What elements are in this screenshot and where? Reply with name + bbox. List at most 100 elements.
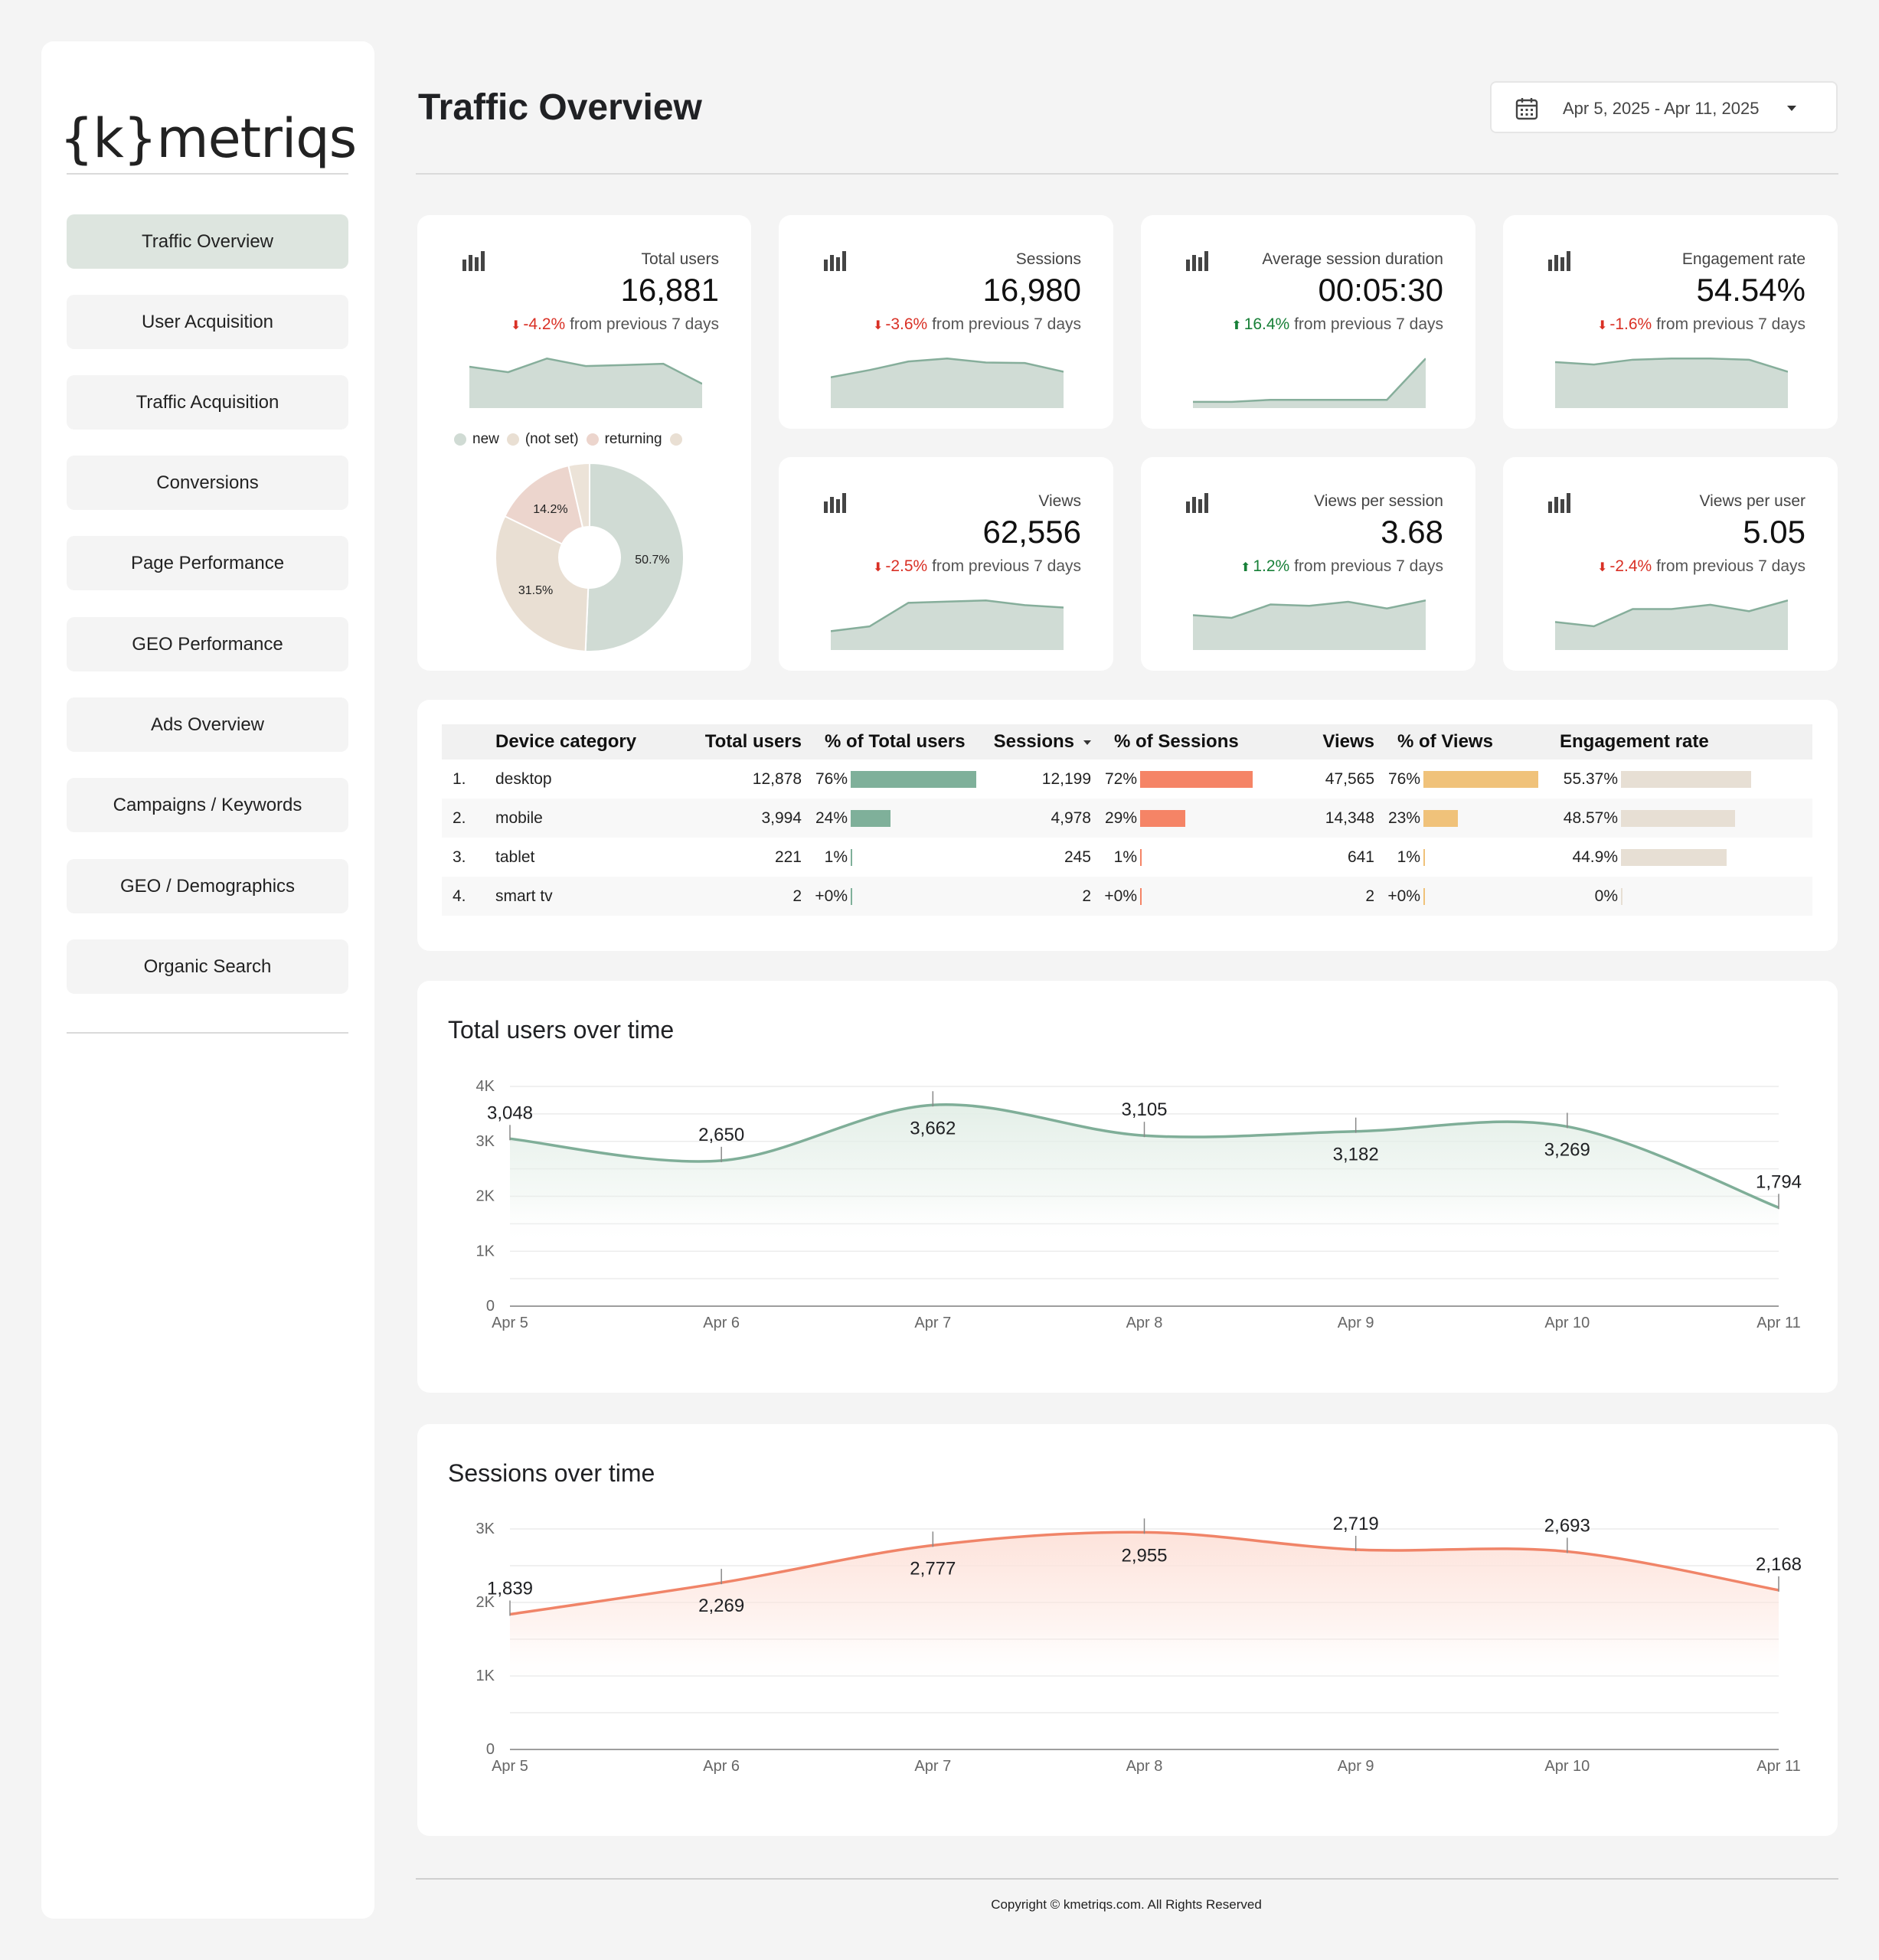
kpi-delta-suffix: from previous 7 days bbox=[570, 315, 719, 333]
kpi-value: 16,881 bbox=[620, 272, 719, 308]
kpi-value: 3.68 bbox=[1381, 514, 1443, 550]
sidebar-item-conversions[interactable]: Conversions bbox=[67, 456, 348, 510]
legend-item-other[interactable] bbox=[669, 433, 682, 446]
kpi-label: Engagement rate bbox=[1681, 250, 1805, 268]
sidebar-item-campaigns-keywords[interactable]: Campaigns / Keywords bbox=[67, 778, 348, 832]
y-tick-label: 2K bbox=[476, 1188, 495, 1205]
users-bar bbox=[851, 770, 976, 788]
pct-views-cell: +0% bbox=[1379, 877, 1555, 916]
kpi-sparkline bbox=[1193, 599, 1426, 650]
kpi-delta-value: -3.6% bbox=[885, 315, 928, 333]
legend-swatch bbox=[586, 433, 599, 446]
arrow-up-icon: ⬆ bbox=[1240, 561, 1251, 574]
date-range-text: Apr 5, 2025 - Apr 11, 2025 bbox=[1563, 99, 1760, 118]
sidebar-item-geo-demographics[interactable]: GEO / Demographics bbox=[67, 859, 348, 913]
col-header-device[interactable]: Device category bbox=[491, 724, 693, 760]
kpi-card-average-session-duration: Average session duration 00:05:30 ⬆ 16.4%… bbox=[1141, 215, 1475, 429]
engagement-rate-cell: 0% bbox=[1555, 877, 1812, 916]
sparkline-area bbox=[1555, 600, 1788, 650]
col-header-total-users[interactable]: Total users bbox=[693, 724, 806, 760]
arrow-down-icon: ⬇ bbox=[510, 319, 521, 332]
col-header-sessions[interactable]: Sessions bbox=[982, 724, 1096, 760]
pct-value: 72% bbox=[1104, 769, 1137, 788]
data-label: 2,955 bbox=[1121, 1545, 1167, 1566]
views-bar bbox=[1423, 770, 1538, 788]
sparkline-line bbox=[1555, 357, 1788, 373]
pie-slice[interactable] bbox=[495, 514, 590, 652]
kpi-delta-value: -4.2% bbox=[523, 315, 566, 333]
col-header-pct-views[interactable]: % of Views bbox=[1379, 724, 1555, 760]
sparkline-area bbox=[1193, 358, 1426, 408]
calendar-icon bbox=[1515, 98, 1538, 120]
sparkline-area bbox=[1193, 600, 1426, 650]
views-cell: 641 bbox=[1264, 838, 1379, 877]
x-tick-label: Apr 6 bbox=[703, 1315, 740, 1331]
sessions-cell: 12,199 bbox=[982, 760, 1096, 799]
pct-value: 48.57% bbox=[1563, 808, 1618, 827]
sidebar-item-traffic-overview[interactable]: Traffic Overview bbox=[67, 214, 348, 269]
legend-label: (not set) bbox=[524, 431, 579, 447]
pct-value: +0% bbox=[1387, 887, 1420, 905]
table-row[interactable]: 2. mobile 3,994 24% 4,978 29% 14,348 23%… bbox=[442, 799, 1812, 838]
legend-item-new[interactable]: new bbox=[454, 431, 499, 448]
x-tick-label: Apr 9 bbox=[1338, 1315, 1374, 1331]
col-header-engagement-rate[interactable]: Engagement rate bbox=[1555, 724, 1812, 760]
device-category-table: Device category Total users % of Total u… bbox=[442, 724, 1812, 916]
brand-logo[interactable]: {k}metriqs bbox=[59, 107, 357, 170]
pct-total-users-cell: 24% bbox=[806, 799, 982, 838]
sidebar-item-organic-search[interactable]: Organic Search bbox=[67, 939, 348, 994]
sidebar-item-traffic-acquisition[interactable]: Traffic Acquisition bbox=[67, 375, 348, 430]
device-category-cell: desktop bbox=[491, 760, 693, 799]
sidebar-item-user-acquisition[interactable]: User Acquisition bbox=[67, 295, 348, 349]
chart-title: Total users over time bbox=[448, 1016, 675, 1044]
user-type-donut-chart[interactable]: 50.7% 31.5% 14.2% bbox=[486, 454, 693, 661]
legend-swatch bbox=[669, 433, 682, 446]
sessions-line-chart[interactable]: 0 1K 2K 3K Apr 5 Apr 6 Apr 7 Apr 8 Apr 9 Apr 10 Ap… bbox=[417, 1424, 1838, 1836]
kpi-delta-suffix: from previous 7 days bbox=[1656, 557, 1805, 575]
kpi-sparkline bbox=[1555, 357, 1788, 408]
sidebar-item-geo-performance[interactable]: GEO Performance bbox=[67, 617, 348, 671]
data-label: 2,693 bbox=[1544, 1515, 1590, 1536]
col-header-pct-sessions[interactable]: % of Sessions bbox=[1096, 724, 1264, 760]
pie-slice[interactable] bbox=[584, 462, 685, 652]
arrow-up-icon: ⬆ bbox=[1231, 319, 1242, 332]
date-range-picker[interactable]: Apr 5, 2025 - Apr 11, 2025 bbox=[1490, 81, 1838, 133]
data-label: 3,182 bbox=[1333, 1145, 1379, 1165]
total-users-cell: 221 bbox=[693, 838, 806, 877]
kpi-delta: ⬆ 1.2% from previous 7 days bbox=[1240, 557, 1443, 576]
bar-chart-icon bbox=[1548, 493, 1570, 513]
legend-label: returning bbox=[604, 431, 662, 447]
x-tick-label: Apr 5 bbox=[492, 1758, 528, 1775]
table-row[interactable]: 1. desktop 12,878 76% 12,199 72% 47,565 … bbox=[442, 760, 1812, 799]
chart-title: Sessions over time bbox=[448, 1459, 655, 1487]
x-tick-label: Apr 8 bbox=[1126, 1315, 1163, 1331]
x-tick-label: Apr 9 bbox=[1338, 1758, 1374, 1775]
legend-item-returning[interactable]: returning bbox=[586, 431, 662, 448]
pie-slice[interactable] bbox=[504, 464, 584, 545]
header-divider bbox=[416, 173, 1838, 175]
users-bar bbox=[851, 887, 852, 905]
table-row[interactable]: 3. tablet 221 1% 245 1% 641 1% 44.9% bbox=[442, 838, 1812, 877]
bar-chart-icon bbox=[824, 493, 846, 513]
sidebar-item-page-performance[interactable]: Page Performance bbox=[67, 536, 348, 590]
pct-value: 76% bbox=[815, 769, 848, 788]
table-row[interactable]: 4. smart tv 2 +0% 2 +0% 2 +0% 0% bbox=[442, 877, 1812, 916]
pie-slice[interactable] bbox=[567, 462, 590, 529]
col-header-pct-total-users[interactable]: % of Total users bbox=[806, 724, 982, 760]
sessions-bar bbox=[1140, 770, 1253, 788]
sidebar: {k}metriqs Traffic Overview User Acquisi… bbox=[41, 41, 374, 1919]
users-bar bbox=[851, 809, 890, 827]
kpi-label: Sessions bbox=[1015, 250, 1081, 268]
sidebar-item-ads-overview[interactable]: Ads Overview bbox=[67, 697, 348, 752]
legend-item-not-set[interactable]: (not set) bbox=[506, 431, 579, 448]
kpi-label: Views per session bbox=[1314, 492, 1443, 510]
pct-views-cell: 76% bbox=[1379, 760, 1555, 799]
total-users-cell: 12,878 bbox=[693, 760, 806, 799]
sidebar-divider-top bbox=[67, 173, 348, 175]
total-users-chart-card: Total users over time 0 1K 2K 3K 4K Apr 5 Apr … bbox=[417, 981, 1838, 1393]
pct-value: +0% bbox=[1104, 887, 1137, 905]
col-header-views[interactable]: Views bbox=[1264, 724, 1379, 760]
total-users-line-chart[interactable]: 0 1K 2K 3K 4K Apr 5 Apr 6 Apr 7 Apr 8 Apr 9 Apr 10… bbox=[417, 981, 1838, 1393]
views-cell: 47,565 bbox=[1264, 760, 1379, 799]
pct-value: 1% bbox=[824, 848, 848, 866]
